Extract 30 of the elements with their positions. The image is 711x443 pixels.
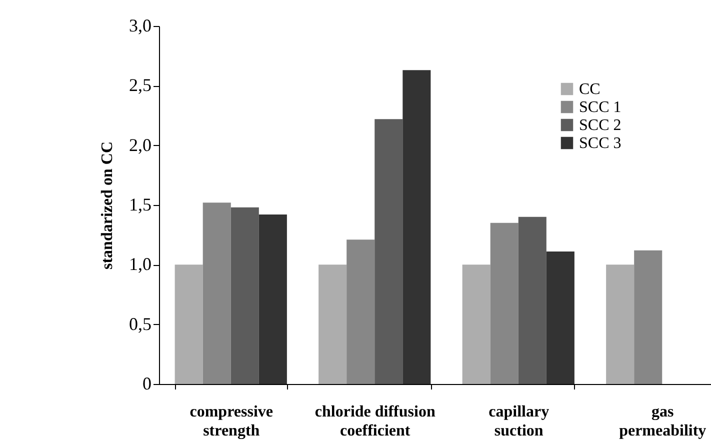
bar [606,264,634,384]
legend-label: CC [579,81,600,98]
x-tick-label: gas permeability [619,404,706,440]
bar [546,252,574,384]
bar [490,222,518,384]
bar [174,264,203,384]
bar [518,216,546,384]
x-tick-label: chloride diffusion coefficient [314,404,436,440]
legend-label: SCC 2 [579,117,622,134]
y-tick-label: 2,0 [129,134,152,155]
bar [634,250,662,384]
legend-label: SCC 1 [579,99,622,116]
bar [346,240,375,384]
y-tick-label: 0,5 [129,314,152,334]
bar [258,214,287,384]
legend-label: SCC 3 [579,135,622,152]
bar [402,70,431,384]
y-tick-label: 1,0 [129,254,152,274]
bar [230,207,259,384]
y-tick-label: 1,5 [129,194,152,214]
y-axis-title: standarized on CC [99,141,116,270]
y-tick-label: 3,0 [129,16,152,36]
bar [202,202,231,384]
x-tick-label: compressive strength [190,404,273,440]
y-tick-label: 2,5 [129,75,152,96]
bar [462,264,490,384]
bar [374,119,403,384]
y-tick-label: 0 [142,374,152,394]
x-tick-label: capillary suction [488,404,550,440]
bar [318,264,347,384]
